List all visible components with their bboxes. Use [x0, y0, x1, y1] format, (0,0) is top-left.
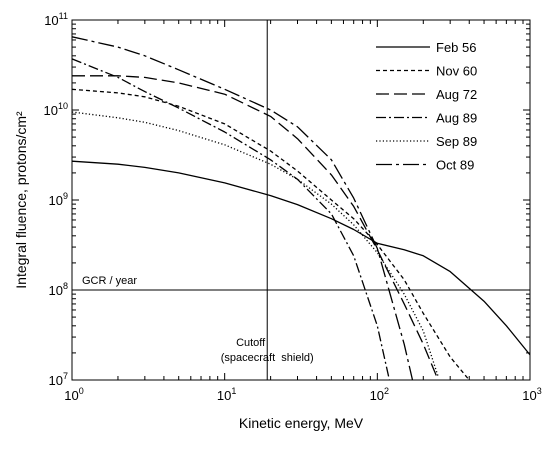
tick-labels: 100 101 102 103 107 108 109 1010 1011 — [44, 11, 542, 403]
legend-label-2: Aug 72 — [436, 87, 477, 102]
tick-marks — [71, 19, 531, 381]
x-tick-label: 100 — [64, 386, 83, 403]
legend-label-3: Aug 89 — [436, 111, 477, 126]
legend-label-4: Sep 89 — [436, 134, 477, 149]
legend-label-1: Nov 60 — [436, 64, 477, 79]
legend-label-0: Feb 56 — [436, 40, 476, 55]
x-tick-label: 103 — [522, 386, 541, 403]
y-tick-label: 1010 — [44, 101, 68, 118]
cutoff-annotation-detail: (spacecraft shield) — [221, 352, 314, 364]
y-tick-label: 108 — [49, 281, 68, 298]
series-layer — [72, 36, 530, 380]
y-axis-label: Integral fluence, protons/cm² — [13, 111, 29, 289]
cutoff-annotation: Cutoff — [236, 337, 266, 349]
reference-lines — [72, 20, 530, 380]
series-line-1 — [72, 88, 470, 380]
gcr-annotation: GCR / year — [82, 275, 137, 287]
annotations: GCR / year Cutoff (spacecraft shield) — [82, 275, 314, 364]
legend-label-5: Oct 89 — [436, 158, 474, 173]
series-line-5 — [72, 36, 414, 380]
legend: Feb 56 Nov 60 Aug 72 Aug 89 Sep 89 Oct 89 — [376, 40, 477, 173]
y-tick-label: 109 — [49, 191, 68, 208]
series-line-0 — [72, 160, 530, 356]
series-line-2 — [72, 75, 439, 380]
y-tick-label: 107 — [49, 371, 68, 388]
series-line-3 — [72, 58, 391, 380]
y-tick-label: 1011 — [44, 11, 68, 28]
x-tick-label: 102 — [370, 386, 389, 403]
x-axis-label: Kinetic energy, MeV — [239, 415, 364, 431]
x-tick-label: 101 — [217, 386, 236, 403]
